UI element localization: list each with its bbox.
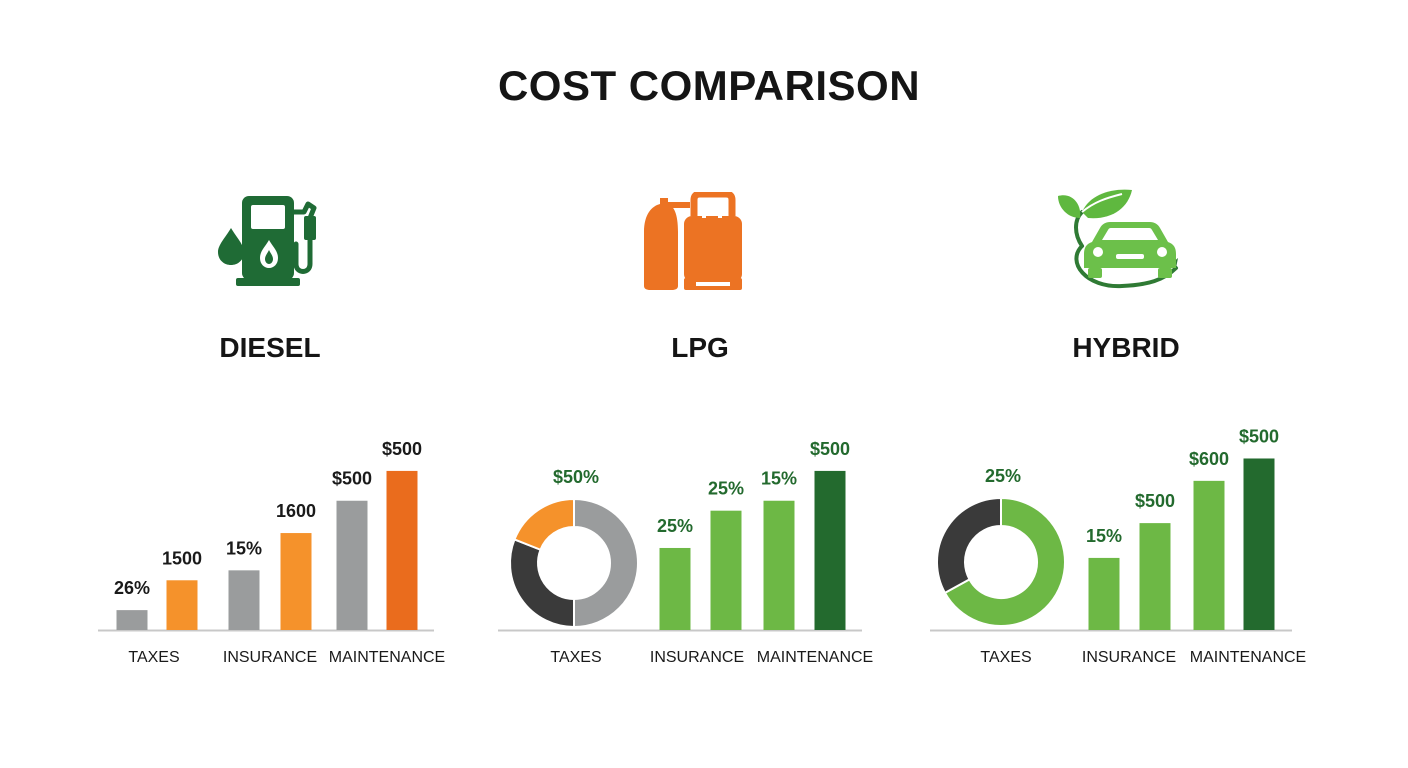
diesel-category-taxes: TAXES (128, 649, 179, 666)
hybrid-bar-maintenance-b (1243, 458, 1275, 630)
hybrid-donut-slice-2 (936, 496, 1002, 595)
hybrid-bar-insurance-a (1088, 557, 1120, 630)
diesel-bar-maintenance-b-label: $500 (382, 439, 422, 459)
lpg-donut-slice-3 (513, 497, 575, 552)
hybrid-bar-insurance-a-label: 15% (1086, 526, 1122, 546)
hybrid-bar-insurance-b (1139, 523, 1171, 630)
diesel-bar-taxes-b-label: 1500 (162, 548, 202, 568)
hybrid-donut-label: 25% (985, 466, 1021, 486)
diesel-bar-maintenance-b (386, 470, 418, 630)
lpg-donut-slice-2 (509, 538, 575, 629)
diesel-bar-taxes-b (166, 580, 198, 630)
lpg-bar-insurance-b (710, 510, 742, 630)
diesel-bar-insurance-a-label: 15% (226, 538, 262, 558)
hybrid-bar-maintenance-a (1193, 480, 1225, 630)
diesel-category-insurance: INSURANCE (223, 649, 317, 666)
lpg-bar-maintenance-a-label: 15% (761, 469, 797, 489)
lpg-bar-insurance-a (659, 547, 691, 630)
page-title: COST COMPARISON (497, 62, 921, 109)
panel-title-lpg: LPG (671, 332, 729, 363)
lpg-bar-maintenance-b-label: $500 (810, 439, 850, 459)
hybrid-bar-insurance-b-label: $500 (1135, 491, 1175, 511)
lpg-bar-maintenance-b (814, 470, 846, 630)
lpg-bar-insurance-a-label: 25% (657, 516, 693, 536)
eco-car-icon (1052, 184, 1186, 292)
lpg-bar-insurance-b-label: 25% (708, 479, 744, 499)
lpg-bar-maintenance-a (763, 500, 795, 630)
lpg-category-maintenance: MAINTENANCE (757, 649, 873, 666)
panel-title-diesel: DIESEL (219, 332, 321, 363)
lpg-category-taxes: TAXES (550, 649, 601, 666)
diesel-bar-insurance-b-label: 1600 (276, 501, 316, 521)
fuel-pump-icon (214, 190, 324, 290)
hybrid-donut-slice-1 (943, 496, 1066, 627)
diesel-bar-insurance-a (228, 570, 260, 630)
hybrid-category-taxes: TAXES (980, 649, 1031, 666)
lpg-donut-slice-1 (573, 497, 639, 629)
hybrid-bar-maintenance-a-label: $600 (1189, 449, 1229, 469)
hybrid-bar-maintenance-b-label: $500 (1239, 426, 1279, 446)
diesel-category-maintenance: MAINTENANCE (329, 649, 445, 666)
diesel-bar-taxes-a-label: 26% (114, 578, 150, 598)
diesel-bar-insurance-b (280, 533, 312, 630)
gas-cylinder-icon (638, 190, 750, 292)
hybrid-category-maintenance: MAINTENANCE (1190, 649, 1306, 666)
diesel-bar-maintenance-a-label: $500 (332, 469, 372, 489)
diesel-bar-maintenance-a (336, 500, 368, 630)
hybrid-category-insurance: INSURANCE (1082, 649, 1176, 666)
panel-title-hybrid: HYBRID (1072, 332, 1180, 363)
lpg-donut-label: $50% (553, 467, 599, 487)
diesel-bar-taxes-a (116, 610, 148, 630)
lpg-category-insurance: INSURANCE (650, 649, 744, 666)
